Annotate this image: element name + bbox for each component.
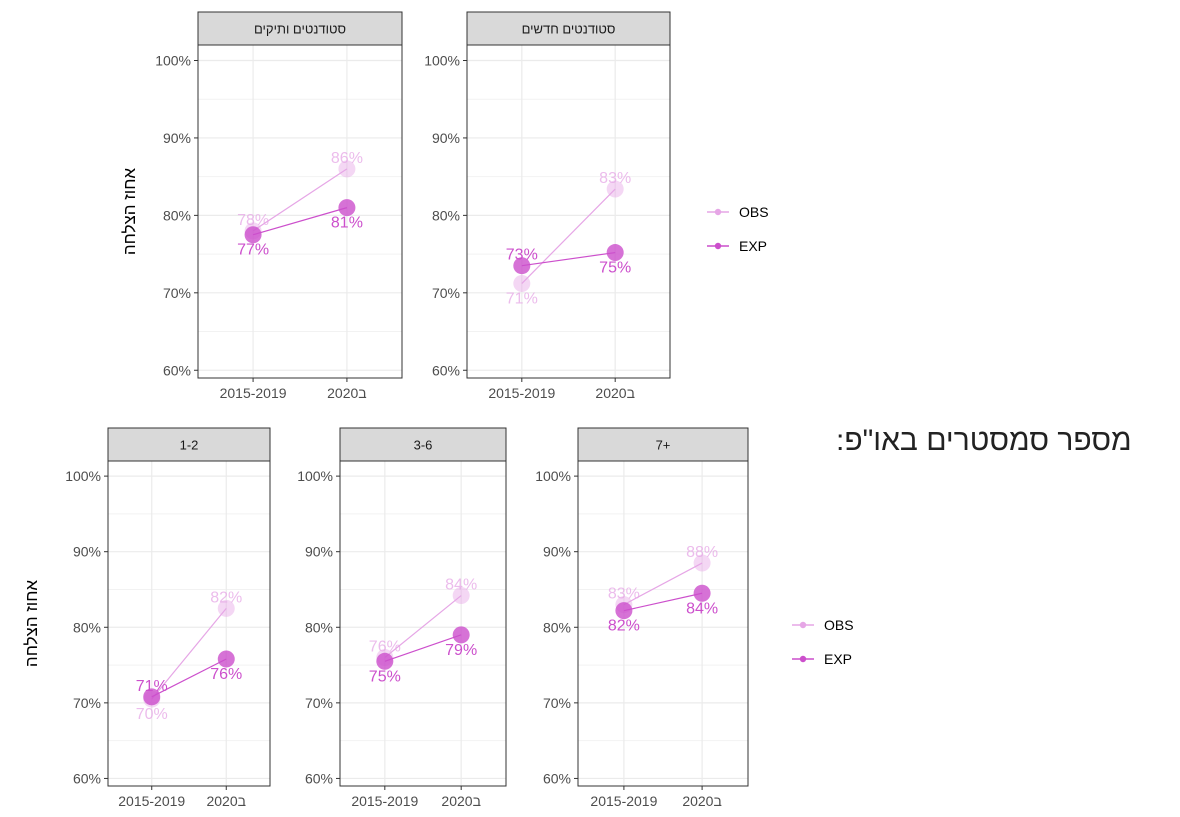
- data-label-obs: 71%: [506, 291, 538, 308]
- x-tick-label: 2020ב: [682, 793, 722, 809]
- x-tick-label: 2015-2019: [351, 793, 418, 809]
- panel-background: [340, 461, 506, 786]
- y-tick-label: 70%: [543, 695, 571, 711]
- y-tick-label: 80%: [305, 619, 333, 635]
- data-label-exp: 77%: [237, 242, 269, 259]
- y-tick-label: 80%: [163, 207, 191, 223]
- facet-panel: סטודנטים ותיקים 60% 70% 80% 90% 100% 2015-2019…: [155, 12, 402, 401]
- data-label-exp: 79%: [445, 642, 477, 659]
- y-tick-label: 70%: [73, 695, 101, 711]
- y-tick-label: 80%: [73, 619, 101, 635]
- x-tick-label: 2020ב: [206, 793, 246, 809]
- facet-strip-label: סטודנטים ותיקים: [254, 22, 346, 37]
- x-tick-label: 2020ב: [441, 793, 481, 809]
- data-point-exp: [694, 585, 711, 602]
- y-tick-label: 70%: [163, 285, 191, 301]
- legend-key-point: [715, 209, 721, 215]
- facet-panel: סטודנטים חדשים 60% 70% 80% 90% 100% 2015-2019 2…: [424, 12, 670, 401]
- legend-key-point: [800, 622, 806, 628]
- data-label-exp: 75%: [369, 668, 401, 685]
- data-point-exp: [218, 651, 235, 668]
- facet-strip-label: 1-2: [180, 438, 199, 453]
- facet-panel: 3-6 60% 70% 80% 90% 100% 2015-2019 2020ב 76% 75% 8…: [297, 428, 506, 809]
- data-point-exp: [338, 199, 355, 216]
- data-label-exp: 84%: [686, 600, 718, 617]
- data-label-obs: 82%: [210, 589, 242, 606]
- facet-strip-label: סטודנטים חדשים: [522, 22, 616, 37]
- y-tick-label: 100%: [155, 52, 191, 68]
- y-axis-label: אחוז הצלחה: [22, 580, 41, 667]
- y-tick-label: 90%: [543, 544, 571, 560]
- data-label-obs: 86%: [331, 150, 363, 167]
- y-axis-label: אחוז הצלחה: [120, 168, 139, 255]
- y-tick-label: 100%: [65, 468, 101, 484]
- y-tick-label: 60%: [73, 770, 101, 786]
- data-label-exp: 82%: [608, 618, 640, 635]
- y-tick-label: 80%: [432, 207, 460, 223]
- y-tick-label: 60%: [543, 770, 571, 786]
- legend-key-point: [800, 656, 806, 662]
- data-point-exp: [607, 244, 624, 261]
- y-tick-label: 70%: [305, 695, 333, 711]
- semester-count-title: מספר סמסטרים באו"פ:: [836, 424, 1132, 458]
- legend-label: EXP: [739, 238, 767, 254]
- x-tick-label: 2015-2019: [220, 385, 287, 401]
- data-label-obs: 88%: [686, 544, 718, 561]
- y-tick-label: 100%: [424, 52, 460, 68]
- legend-item-obs: OBS: [707, 204, 769, 220]
- panel-background: [108, 461, 270, 786]
- facet-panel: 7+ 60% 70% 80% 90% 100% 2015-2019 2020ב 83% 82% 88…: [535, 428, 748, 809]
- x-tick-label: 2020ב: [327, 385, 367, 401]
- data-point-exp: [615, 602, 632, 619]
- data-label-exp: 71%: [136, 678, 168, 695]
- y-tick-label: 60%: [163, 362, 191, 378]
- y-tick-label: 90%: [305, 544, 333, 560]
- data-label-obs: 78%: [237, 212, 269, 229]
- legend-item-obs: OBS: [792, 617, 854, 633]
- x-tick-label: 2015-2019: [488, 385, 555, 401]
- data-label-exp: 76%: [210, 666, 242, 683]
- data-label-exp: 81%: [331, 215, 363, 232]
- data-label-obs: 83%: [608, 586, 640, 603]
- data-label-exp: 73%: [506, 247, 538, 264]
- legend-item-exp: EXP: [792, 651, 852, 667]
- x-tick-label: 2015-2019: [590, 793, 657, 809]
- facet-strip-label: 3-6: [414, 438, 433, 453]
- legend-key-point: [715, 243, 721, 249]
- legend-label: OBS: [824, 617, 854, 633]
- data-label-obs: 76%: [369, 639, 401, 656]
- y-tick-label: 80%: [543, 619, 571, 635]
- data-point-exp: [453, 626, 470, 643]
- panel-background: [578, 461, 748, 786]
- legend-label: OBS: [739, 204, 769, 220]
- y-tick-label: 60%: [432, 362, 460, 378]
- panel-background: [467, 45, 670, 378]
- legend-item-exp: EXP: [707, 238, 767, 254]
- facet-panel: 1-2 60% 70% 80% 90% 100% 2015-2019 2020ב 70% 71% 8…: [65, 428, 270, 809]
- panel-background: [198, 45, 402, 378]
- data-point-obs: [513, 275, 530, 292]
- y-tick-label: 100%: [535, 468, 571, 484]
- y-tick-label: 90%: [432, 130, 460, 146]
- y-tick-label: 90%: [163, 130, 191, 146]
- y-tick-label: 70%: [432, 285, 460, 301]
- x-tick-label: 2015-2019: [118, 793, 185, 809]
- y-tick-label: 60%: [305, 770, 333, 786]
- y-tick-label: 100%: [297, 468, 333, 484]
- legend-label: EXP: [824, 651, 852, 667]
- facet-strip-label: 7+: [656, 438, 671, 453]
- data-label-obs: 70%: [136, 706, 168, 723]
- y-tick-label: 90%: [73, 544, 101, 560]
- data-label-obs: 84%: [445, 577, 477, 594]
- data-label-exp: 75%: [599, 260, 631, 277]
- x-tick-label: 2020ב: [595, 385, 635, 401]
- data-label-obs: 83%: [599, 170, 631, 187]
